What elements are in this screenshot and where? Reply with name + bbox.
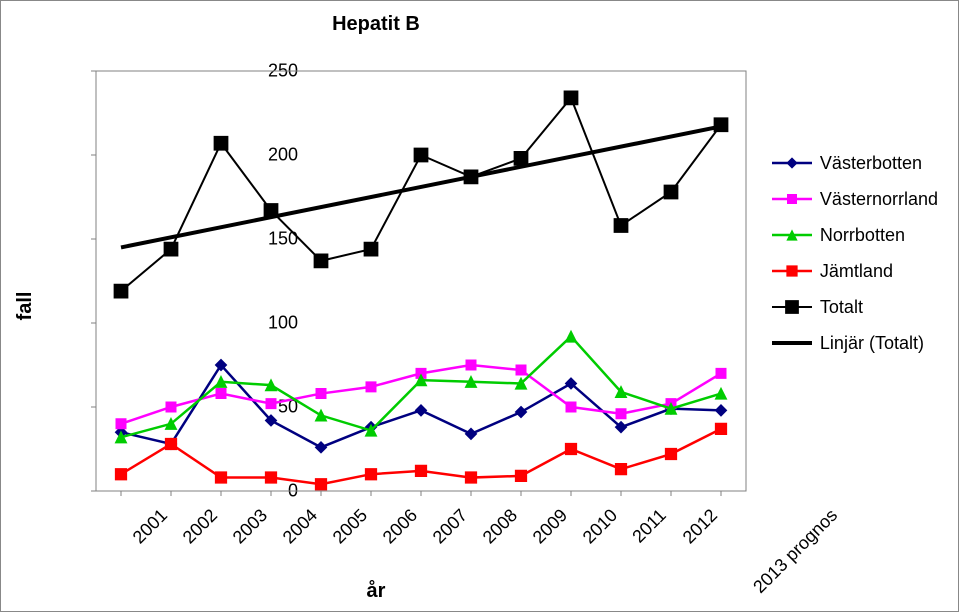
x-tick-label: 2001 — [129, 505, 172, 548]
series-marker — [314, 254, 328, 268]
series-marker — [615, 464, 626, 475]
series-marker — [114, 284, 128, 298]
x-tick-label: 2008 — [479, 505, 522, 548]
legend-swatch — [772, 153, 812, 173]
x-tick-label: 2012 — [679, 505, 722, 548]
legend-label: Linjär (Totalt) — [820, 333, 924, 354]
series-marker — [715, 405, 726, 416]
series-marker — [315, 479, 326, 490]
x-tick-label: 2005 — [329, 505, 372, 548]
x-axis-label: år — [1, 580, 751, 603]
x-tick-label: 2011 — [628, 505, 670, 547]
series-marker — [515, 406, 526, 417]
legend-swatch — [772, 189, 812, 209]
x-tick-label: 2007 — [429, 505, 472, 548]
series-marker — [465, 472, 476, 483]
series-marker — [714, 118, 728, 132]
legend-label: Norrbotten — [820, 225, 905, 246]
series-marker — [215, 472, 226, 483]
series-marker — [565, 443, 576, 454]
series-marker — [165, 438, 176, 449]
x-tick-label: 2006 — [379, 505, 422, 548]
series-marker — [715, 423, 726, 434]
series-marker — [466, 360, 476, 370]
x-tick-label: 2002 — [179, 505, 222, 548]
series-marker — [115, 469, 126, 480]
series-marker — [515, 470, 526, 481]
legend-swatch — [772, 225, 812, 245]
legend: Västerbotten Västernorrland Norrbotten Jämt… — [772, 151, 938, 367]
chart-container: Hepatit B fall år 050100150200250 200120… — [0, 0, 959, 612]
series-marker — [316, 389, 326, 399]
series-marker — [415, 465, 426, 476]
legend-swatch — [772, 333, 812, 353]
series-marker — [364, 242, 378, 256]
series-marker — [716, 368, 726, 378]
series-marker — [415, 405, 426, 416]
series-marker — [616, 409, 626, 419]
series-marker — [365, 469, 376, 480]
series-marker — [564, 91, 578, 105]
series-marker — [665, 448, 676, 459]
series-marker — [116, 419, 126, 429]
legend-swatch — [772, 261, 812, 281]
y-axis-label: fall — [14, 292, 37, 321]
legend-item: Totalt — [772, 295, 938, 319]
legend-item: Jämtland — [772, 259, 938, 283]
series-marker — [214, 136, 228, 150]
series-marker — [566, 402, 576, 412]
legend-label: Totalt — [820, 297, 863, 318]
series-marker — [166, 402, 176, 412]
legend-label: Västerbotten — [820, 153, 922, 174]
series-marker — [614, 219, 628, 233]
series-line — [121, 98, 721, 291]
series-marker — [265, 472, 276, 483]
legend-item: Linjär (Totalt) — [772, 331, 938, 355]
x-tick-label: 2004 — [279, 505, 322, 548]
series-marker — [565, 331, 576, 342]
legend-label: Västernorrland — [820, 189, 938, 210]
series-marker — [366, 382, 376, 392]
x-tick-label: 2003 — [229, 505, 272, 548]
legend-swatch — [772, 297, 812, 317]
x-tick-label: 2009 — [529, 505, 572, 548]
series-marker — [414, 148, 428, 162]
legend-item: Västernorrland — [772, 187, 938, 211]
trend-line — [121, 126, 721, 247]
x-tick-label: 2013 prognos — [749, 505, 842, 598]
series-marker — [164, 242, 178, 256]
series-marker — [216, 389, 226, 399]
legend-item: Västerbotten — [772, 151, 938, 175]
chart-title: Hepatit B — [1, 13, 751, 36]
x-tick-label: 2010 — [579, 505, 622, 548]
series-marker — [516, 365, 526, 375]
series-marker — [514, 151, 528, 165]
series-marker — [465, 428, 476, 439]
series-marker — [664, 185, 678, 199]
series-marker — [315, 442, 326, 453]
series-line — [121, 336, 721, 437]
plot-area — [96, 71, 746, 491]
legend-label: Jämtland — [820, 261, 893, 282]
legend-item: Norrbotten — [772, 223, 938, 247]
series-marker — [266, 399, 276, 409]
